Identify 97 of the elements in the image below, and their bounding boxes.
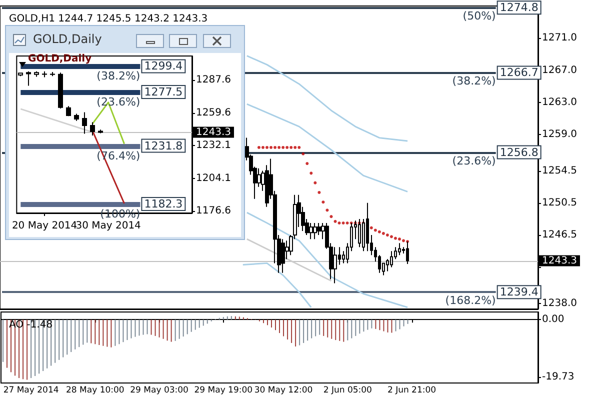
y-tick-label: 1250.5	[542, 197, 577, 208]
x-tick-label: 2 Jun 05:00	[323, 386, 372, 396]
candlestick	[390, 250, 393, 268]
point	[342, 222, 345, 224]
ref-line-label: 1243.3	[196, 126, 231, 138]
point	[390, 235, 393, 238]
ref-line-label: 1231.8	[144, 139, 183, 152]
candlestick	[74, 113, 79, 122]
point	[374, 228, 377, 232]
y-tick-label: 1259.6	[196, 108, 231, 119]
point	[330, 215, 333, 218]
annotation: (38.2%)	[96, 70, 140, 83]
ref-line-label: 1277.5	[144, 86, 183, 99]
y-tick-label: 1176.6	[196, 205, 231, 216]
x-tick-label: 30 May 12:00	[254, 386, 313, 396]
y-tick-label: 1271.0	[542, 32, 577, 44]
point	[294, 146, 297, 149]
point	[322, 200, 325, 204]
point	[382, 232, 385, 235]
point	[310, 172, 313, 175]
candlestick	[98, 129, 103, 134]
x-tick-label: 28 May 10:00	[66, 386, 124, 396]
point	[261, 146, 264, 149]
line-series	[246, 212, 408, 308]
point	[394, 236, 397, 240]
candlestick	[50, 72, 55, 77]
point	[278, 146, 281, 149]
candlestick	[66, 106, 71, 117]
y-tick-label: 1246.5	[542, 230, 577, 241]
y-tick-label: -19.73	[542, 372, 574, 383]
ref-line-label: 1256.8	[500, 146, 538, 159]
x-tick-label: 29 May 19:00	[194, 386, 253, 396]
point	[270, 146, 273, 149]
point	[286, 146, 289, 149]
candlestick	[406, 240, 409, 264]
ref-line-label: 1266.7	[500, 66, 538, 80]
y-tick-label: 1287.6	[196, 74, 231, 86]
ref-line-label: 1243.3	[542, 255, 577, 266]
x-tick-label: 29 May 03:00	[130, 386, 188, 396]
candlestick	[42, 70, 47, 78]
annotation: (168.2%)	[445, 294, 496, 308]
point	[282, 146, 285, 149]
line-series	[246, 55, 408, 142]
point	[346, 222, 349, 224]
candlestick	[82, 112, 87, 134]
point	[402, 239, 405, 242]
annotation: (23.6%)	[96, 96, 140, 109]
point	[265, 146, 268, 149]
y-tick-label: 1232.1	[196, 140, 231, 151]
x-tick-label: 30 May 2014	[76, 220, 141, 232]
y-tick-label: 1263.0	[542, 96, 577, 108]
candlestick	[58, 72, 63, 109]
point	[326, 208, 329, 212]
point	[257, 146, 260, 149]
y-tick-label: 1254.5	[542, 165, 577, 176]
chart-subtitle: GOLD,Daily	[28, 54, 92, 64]
point	[302, 152, 305, 156]
point	[274, 146, 277, 149]
y-tick-label: 1267.0	[542, 64, 577, 76]
x-tick-label: 2 Jun 21:00	[387, 386, 436, 396]
y-tick-label: 1238.0	[542, 298, 577, 309]
candlestick	[333, 246, 337, 284]
candlestick	[313, 222, 317, 240]
text: GOLD,H1 1244.7 1245.5 1243.2 1243.3	[9, 14, 208, 24]
chart-title: GOLD,Daily	[33, 32, 102, 46]
annotation: (23.6%)	[452, 154, 496, 168]
point	[386, 234, 389, 237]
candlestick	[309, 222, 313, 240]
ref-line-label: 1274.8	[500, 1, 538, 14]
ref-line-label: 1182.3	[144, 198, 183, 211]
point	[334, 220, 337, 223]
ref-line-label: 1299.4	[144, 60, 183, 73]
annotation: (38.2%)	[452, 74, 496, 88]
x-tick-label: 27 May 2014	[3, 386, 59, 396]
y-tick-label: 1259.0	[542, 129, 577, 140]
point	[378, 230, 381, 234]
candlestick	[281, 238, 285, 274]
point	[298, 146, 301, 149]
point	[314, 181, 317, 184]
candlestick	[317, 222, 321, 236]
candlestick	[398, 242, 401, 256]
point	[338, 222, 341, 224]
ref-line-label: 1239.4	[500, 286, 538, 299]
y-tick-label: 1204.1	[196, 172, 231, 184]
point	[290, 146, 293, 149]
point	[318, 190, 321, 194]
candlestick	[26, 70, 31, 86]
annotation: (50%)	[462, 10, 496, 23]
line-series	[242, 262, 312, 308]
x-tick-label: 20 May 2014	[12, 220, 78, 232]
candlestick	[34, 70, 39, 78]
point	[398, 238, 401, 241]
line-series	[246, 103, 408, 192]
candlestick	[90, 122, 95, 136]
point	[306, 162, 309, 166]
point	[370, 226, 373, 230]
y-tick-label: 0.00	[542, 314, 564, 326]
